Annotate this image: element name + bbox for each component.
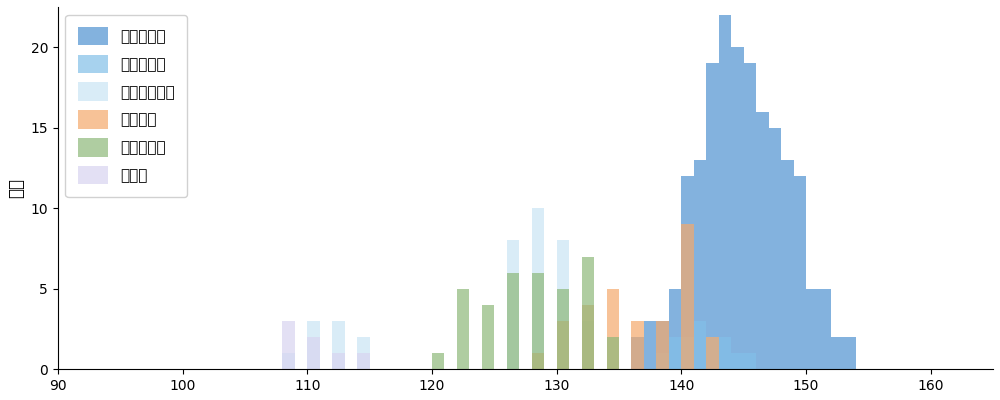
Bar <box>706 337 719 369</box>
Bar <box>532 208 544 369</box>
Bar <box>557 289 569 369</box>
Bar <box>532 273 544 369</box>
Bar <box>357 337 370 369</box>
Bar <box>432 353 444 369</box>
Bar <box>631 321 644 369</box>
Bar <box>557 240 569 369</box>
Bar <box>681 176 694 369</box>
Bar <box>457 289 469 369</box>
Bar <box>669 337 681 369</box>
Bar <box>769 128 781 369</box>
Bar <box>631 337 644 369</box>
Bar <box>656 321 669 369</box>
Bar <box>507 273 519 369</box>
Bar <box>332 353 345 369</box>
Bar <box>731 47 744 369</box>
Bar <box>669 289 681 369</box>
Bar <box>756 112 769 369</box>
Bar <box>706 337 719 369</box>
Bar <box>332 321 345 369</box>
Bar <box>307 321 320 369</box>
Bar <box>307 337 320 369</box>
Bar <box>681 337 694 369</box>
Bar <box>744 353 756 369</box>
Bar <box>607 289 619 369</box>
Y-axis label: 球数: 球数 <box>7 178 25 198</box>
Bar <box>818 289 831 369</box>
Bar <box>694 160 706 369</box>
Bar <box>831 337 843 369</box>
Bar <box>607 337 619 369</box>
Bar <box>582 321 594 369</box>
Bar <box>582 256 594 369</box>
Bar <box>681 224 694 369</box>
Bar <box>557 321 569 369</box>
Bar <box>719 15 731 369</box>
Bar <box>282 353 295 369</box>
Bar <box>532 353 544 369</box>
Legend: ストレート, ツーシーム, カットボール, フォーク, スライダー, カーブ: ストレート, ツーシーム, カットボール, フォーク, スライダー, カーブ <box>65 14 187 197</box>
Bar <box>644 321 656 369</box>
Bar <box>507 240 519 369</box>
Bar <box>706 63 719 369</box>
Bar <box>656 353 669 369</box>
Bar <box>656 321 669 369</box>
Bar <box>843 337 856 369</box>
Bar <box>781 160 794 369</box>
Bar <box>744 63 756 369</box>
Bar <box>582 305 594 369</box>
Bar <box>482 305 494 369</box>
Bar <box>731 353 744 369</box>
Bar <box>357 353 370 369</box>
Bar <box>694 321 706 369</box>
Bar <box>282 321 295 369</box>
Bar <box>794 176 806 369</box>
Bar <box>719 337 731 369</box>
Bar <box>806 289 818 369</box>
